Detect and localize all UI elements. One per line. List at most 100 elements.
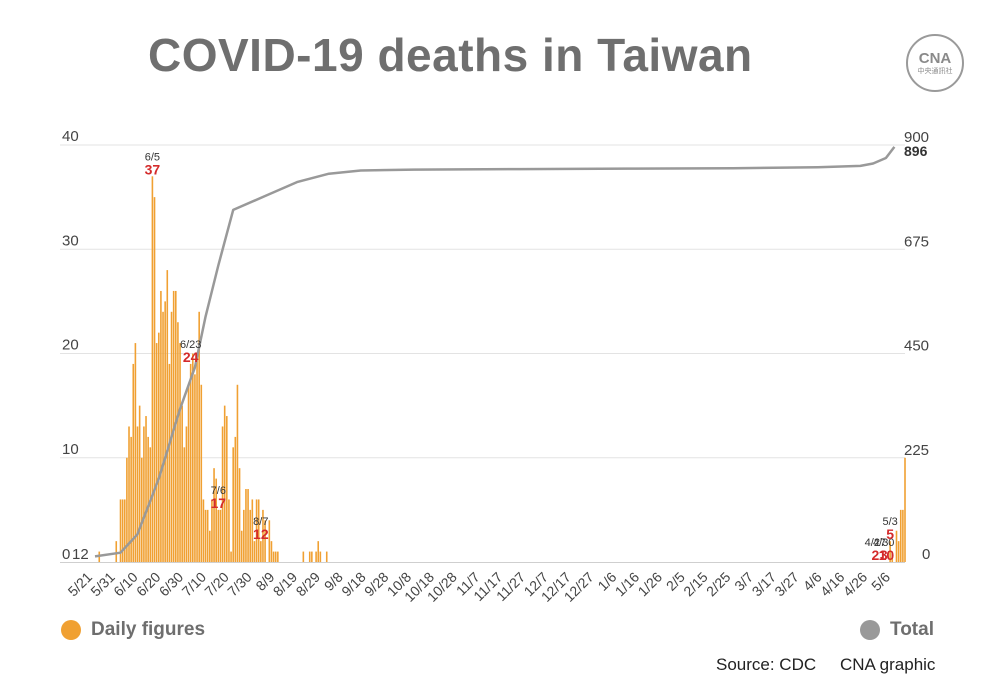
daily-bar bbox=[136, 426, 139, 562]
daily-bar bbox=[319, 551, 322, 562]
daily-bar bbox=[121, 499, 124, 562]
left-tick-label: 30 bbox=[62, 232, 79, 249]
daily-bar bbox=[196, 353, 198, 562]
daily-bar bbox=[904, 457, 906, 562]
daily-bar bbox=[209, 530, 211, 562]
daily-bar bbox=[243, 509, 245, 562]
daily-bar bbox=[247, 489, 249, 562]
daily-bar bbox=[132, 363, 135, 562]
annotation-value: 10 bbox=[879, 547, 895, 563]
daily-bar bbox=[253, 541, 256, 562]
daily-bar bbox=[232, 447, 234, 562]
annotation-date: 6/23 bbox=[180, 339, 201, 351]
daily-bar bbox=[891, 551, 894, 562]
daily-bar bbox=[268, 520, 271, 562]
daily-bar bbox=[140, 457, 143, 562]
daily-bar bbox=[302, 551, 305, 562]
annotation-value: 24 bbox=[183, 349, 199, 365]
daily-bar bbox=[187, 384, 190, 562]
daily-bar bbox=[143, 426, 145, 562]
daily-bar bbox=[164, 301, 166, 562]
source-credit: Source: CDC bbox=[716, 655, 817, 674]
daily-bar bbox=[151, 176, 154, 562]
daily-bar bbox=[206, 509, 209, 562]
annotation-value: 12 bbox=[253, 526, 269, 542]
daily-bar bbox=[221, 426, 224, 562]
logo-text: 中央通訊社 bbox=[917, 66, 953, 75]
daily-bar bbox=[119, 499, 122, 562]
daily-bar bbox=[260, 541, 262, 562]
daily-bar bbox=[181, 405, 183, 562]
right-axis: 0 225 450 675 900 bbox=[904, 129, 930, 563]
daily-bar bbox=[157, 332, 160, 562]
annotation-date: 4/27 bbox=[865, 537, 886, 549]
daily-bar bbox=[191, 353, 194, 562]
end-total-label: 896 bbox=[904, 143, 928, 159]
daily-bar bbox=[202, 499, 205, 562]
daily-bar bbox=[215, 478, 217, 562]
annotation-value: 3 bbox=[880, 547, 888, 563]
daily-bar bbox=[134, 343, 137, 562]
x-tick-label: 3/27 bbox=[771, 569, 802, 600]
daily-bar bbox=[257, 499, 260, 562]
bar-series bbox=[98, 176, 906, 562]
daily-bar bbox=[177, 322, 179, 562]
daily-bar bbox=[155, 343, 158, 562]
daily-bar bbox=[230, 551, 232, 562]
right-tick-label: 900 bbox=[904, 129, 929, 146]
legend-daily-label: Daily figures bbox=[91, 619, 206, 640]
annotation-date: 5/3 bbox=[882, 516, 897, 528]
daily-bar bbox=[147, 436, 149, 562]
start-daily-label: 0 bbox=[62, 546, 70, 563]
left-tick-label: 40 bbox=[62, 128, 79, 145]
daily-bar bbox=[168, 363, 171, 562]
legend-total-marker bbox=[860, 620, 880, 640]
x-tick-label: 5/6 bbox=[868, 569, 893, 594]
daily-bar bbox=[138, 405, 141, 562]
right-tick-label: 675 bbox=[904, 233, 929, 250]
left-axis: 10 20 30 40 bbox=[62, 128, 79, 458]
left-tick-label: 20 bbox=[62, 337, 79, 354]
daily-bar bbox=[311, 551, 313, 562]
daily-bar bbox=[198, 311, 200, 562]
annotation-value: 17 bbox=[211, 495, 227, 511]
daily-bar bbox=[272, 551, 275, 562]
daily-bar bbox=[223, 405, 226, 562]
daily-bar bbox=[897, 541, 900, 562]
annotations: 0 12896376/5246/23177/6128/724/2734/3055/… bbox=[62, 143, 928, 563]
x-tick-label: 4/26 bbox=[840, 569, 871, 600]
daily-bar bbox=[185, 426, 188, 562]
annotation-date: 4/30 bbox=[873, 537, 894, 549]
daily-bar bbox=[162, 311, 164, 562]
cna-logo: CNA 中央通訊社 bbox=[906, 34, 964, 92]
daily-bar bbox=[274, 551, 277, 562]
left-tick-label: 10 bbox=[62, 441, 79, 458]
daily-bar bbox=[160, 290, 162, 562]
x-tick-label: 2/25 bbox=[703, 569, 734, 600]
x-tick-label: 7/30 bbox=[224, 569, 255, 600]
x-tick-label: 1/26 bbox=[635, 569, 666, 600]
annotation-date: 8/7 bbox=[253, 516, 268, 528]
daily-bar bbox=[234, 436, 237, 562]
start-total-label: 12 bbox=[72, 546, 89, 563]
daily-bar bbox=[317, 541, 320, 562]
daily-bar bbox=[315, 551, 317, 562]
daily-bar bbox=[211, 499, 213, 562]
legend-total-label: Total bbox=[890, 619, 934, 640]
daily-bar bbox=[308, 551, 311, 562]
total-line bbox=[94, 146, 896, 558]
x-tick-label: 8/29 bbox=[293, 569, 324, 600]
daily-bar bbox=[262, 509, 264, 562]
right-tick-label: 0 bbox=[922, 546, 930, 563]
annotation-value: 2 bbox=[871, 547, 879, 563]
daily-bar bbox=[200, 384, 203, 562]
logo-mark: CNA bbox=[918, 49, 952, 67]
daily-bar bbox=[194, 374, 196, 562]
daily-bar bbox=[166, 270, 169, 562]
daily-bar bbox=[236, 384, 239, 562]
daily-bar bbox=[130, 436, 132, 562]
daily-bar bbox=[895, 530, 898, 562]
daily-bar bbox=[902, 509, 904, 562]
daily-bar bbox=[128, 426, 130, 562]
daily-bar bbox=[204, 509, 207, 562]
